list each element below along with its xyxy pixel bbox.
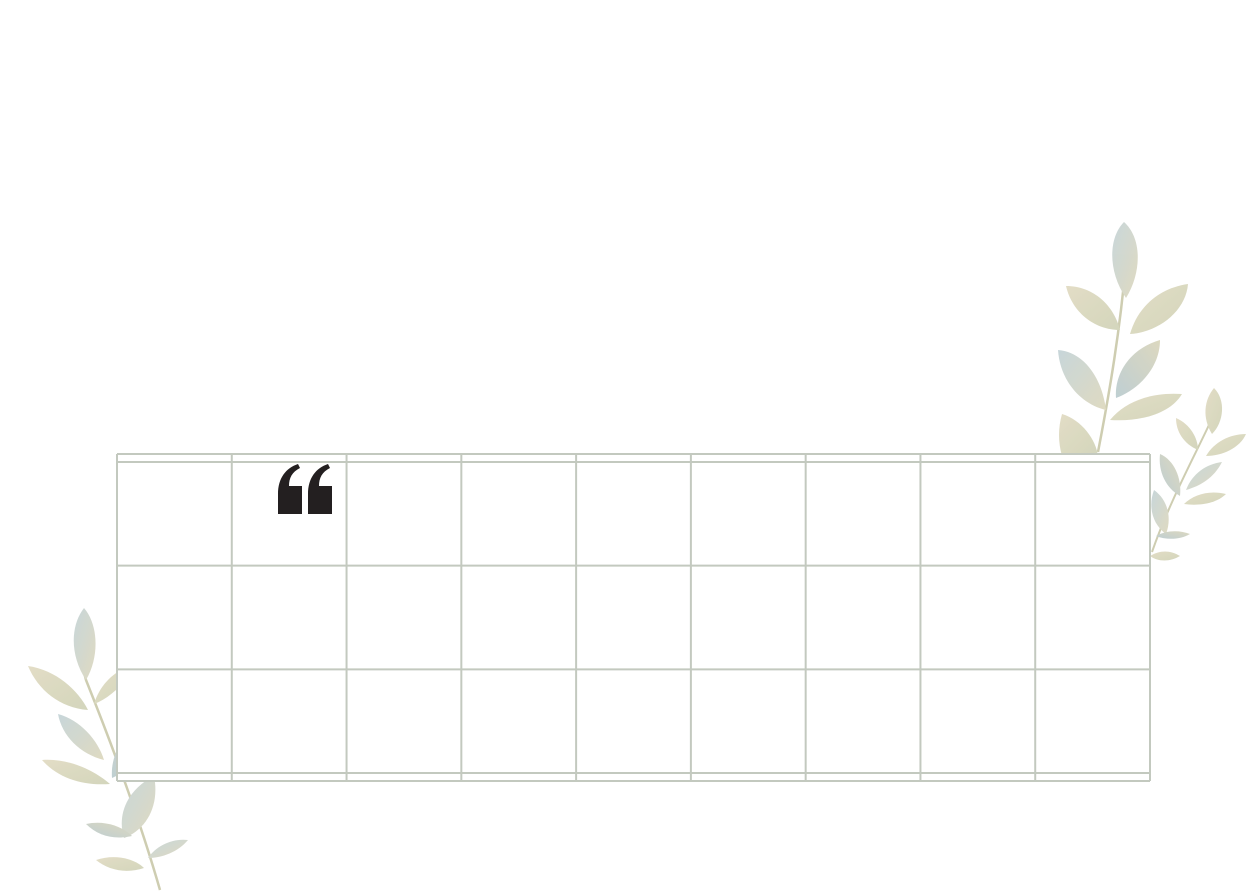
- grid-cell: [118, 670, 231, 772]
- grid-cell: [462, 463, 575, 565]
- grid-cell: [1036, 463, 1149, 565]
- grid-cell: [348, 567, 461, 669]
- grid-cell: [807, 567, 920, 669]
- opening-quote-icon: [278, 464, 332, 514]
- grid-cell: [577, 463, 690, 565]
- grid-cell: [692, 463, 805, 565]
- grid-cell: [348, 670, 461, 772]
- grid-cell: [1036, 567, 1149, 669]
- grid-cell: [1036, 670, 1149, 772]
- right-small-sprig: [1150, 388, 1246, 561]
- grid-cell: [807, 463, 920, 565]
- grid-cell: [118, 463, 231, 565]
- grid-cell: [233, 567, 346, 669]
- grid-cell: [807, 670, 920, 772]
- bottom-left-sprig: [28, 608, 188, 891]
- grid-cell: [921, 567, 1034, 669]
- grid-cell: [692, 567, 805, 669]
- grid-cell: [118, 567, 231, 669]
- grid-cell: [577, 670, 690, 772]
- grid-cell: [462, 567, 575, 669]
- grid-cell: [921, 670, 1034, 772]
- grid-cell: [348, 463, 461, 565]
- grid-cell: [921, 463, 1034, 565]
- grid-cell: [577, 567, 690, 669]
- grid-cell: [692, 670, 805, 772]
- grid-cell: [233, 670, 346, 772]
- top-right-sprig: [1058, 222, 1188, 456]
- grid-cell: [462, 670, 575, 772]
